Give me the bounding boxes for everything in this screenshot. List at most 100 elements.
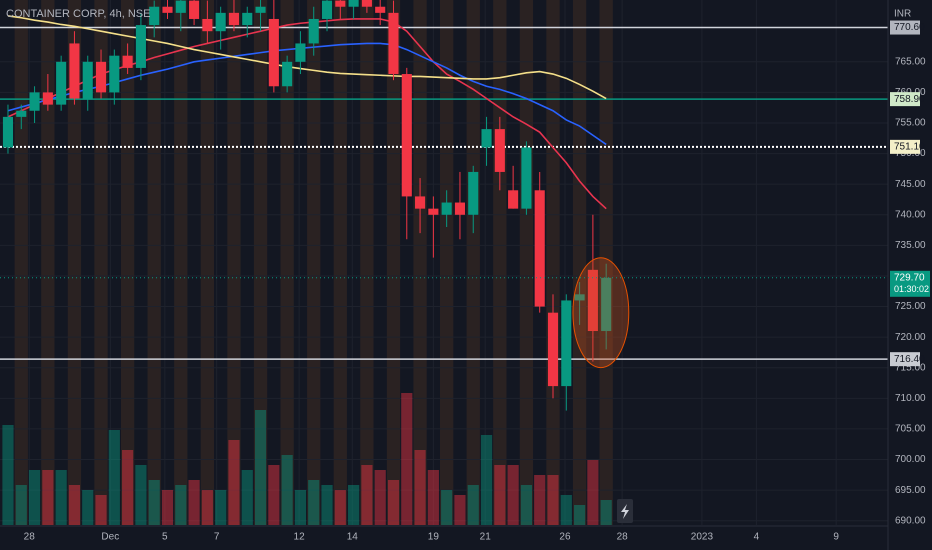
volume-bar [441, 490, 453, 525]
y-tick-label: 735.00 [895, 240, 926, 251]
candle-body [95, 61, 107, 93]
candle-body [82, 61, 93, 99]
candle-body [428, 208, 439, 215]
y-tick-label: 695.00 [895, 485, 926, 496]
session-stripe [307, 0, 321, 525]
candle-body [282, 61, 293, 87]
volume-bar [520, 485, 533, 525]
candle-body [175, 0, 186, 13]
last-price-box [890, 270, 930, 297]
session-stripe [227, 0, 241, 525]
candle-body [308, 18, 319, 44]
x-tick-label: 12 [294, 532, 306, 543]
volume-bar [281, 455, 293, 525]
candle-body [547, 312, 559, 387]
volume-bar [82, 490, 94, 525]
volume-bar [587, 460, 599, 525]
candle-body [268, 18, 279, 87]
candle-body [29, 92, 40, 111]
level-label-box [890, 352, 920, 367]
volume-bar [241, 470, 253, 525]
candle-body [149, 6, 160, 26]
chart-title: CONTAINER CORP, 4h, NSE [6, 8, 150, 20]
x-tick-label: 7 [214, 532, 220, 543]
candle-body [109, 55, 120, 93]
volume-bar [414, 450, 426, 525]
session-stripe [466, 0, 480, 525]
y-tick-label: 700.00 [895, 454, 926, 465]
volume-bar [161, 490, 174, 525]
candle-body [375, 6, 386, 13]
level-label: 716.40 [894, 354, 925, 365]
session-stripe [67, 0, 82, 525]
volume-bar [228, 440, 240, 525]
session-stripe [253, 0, 268, 525]
candle-body [135, 25, 146, 68]
x-tick-label: Dec [101, 532, 119, 543]
candle-body [441, 202, 452, 215]
x-tick-label: 5 [162, 532, 168, 543]
candle-body [228, 12, 240, 26]
candle-body [348, 0, 359, 7]
candle-body [162, 6, 173, 13]
level-label-box [890, 139, 920, 154]
volume-bar [361, 465, 373, 525]
volume-bar [374, 470, 386, 525]
y-tick-label: 720.00 [895, 332, 926, 343]
candle-body [401, 74, 412, 197]
candle-body [42, 92, 53, 105]
volume-bar [201, 490, 213, 525]
level-label-box [890, 92, 920, 107]
moving-average [7, 18, 607, 210]
y-tick-label: 705.00 [895, 424, 926, 435]
candle-body [361, 0, 372, 7]
candle-body [587, 269, 598, 332]
candle-body [508, 190, 519, 209]
candle-body [574, 294, 585, 301]
candle-body [56, 61, 67, 105]
session-stripe [386, 0, 401, 525]
lightning-icon[interactable] [621, 504, 629, 519]
session-stripe [333, 0, 347, 525]
x-tick-label: 21 [480, 532, 492, 543]
session-stripe [360, 0, 374, 525]
volume-bar [148, 480, 160, 525]
level-label: 758.90 [894, 94, 925, 105]
volume-bar [467, 485, 479, 525]
session-stripe [546, 0, 560, 525]
volume-bar [401, 393, 413, 525]
candle-body [415, 196, 426, 209]
volume-bar [108, 430, 120, 525]
session-stripe [599, 0, 613, 525]
volume-bar [215, 490, 227, 525]
y-tick-label: 710.00 [895, 393, 926, 404]
candle-body [494, 129, 505, 172]
volume-bar [55, 470, 67, 525]
x-tick-label: 9 [833, 532, 839, 543]
y-tick-label: 690.00 [895, 515, 926, 526]
moving-average [7, 15, 607, 100]
x-tick-label: 28 [24, 532, 36, 543]
candle-body [69, 43, 80, 99]
highlight-ellipse [572, 257, 630, 369]
volume-bar [28, 470, 41, 525]
volume-bar [494, 465, 506, 525]
volume-bar [427, 470, 439, 525]
candle-body [335, 0, 346, 7]
volume-bar [600, 500, 612, 525]
candle-body [481, 129, 492, 148]
volume-bar [268, 465, 280, 525]
candle-body [454, 202, 466, 215]
volume-bar [15, 485, 27, 525]
volume-bar [254, 410, 267, 525]
volume-bar [42, 470, 54, 525]
volume-bar [95, 495, 107, 525]
volume-bar [188, 480, 200, 525]
session-stripe [200, 0, 215, 525]
axes: 690.00 695.00 700.00 705.00 710.00 715.00 720.… [24, 20, 930, 543]
volume-bar [454, 495, 466, 525]
volume-bar [507, 465, 519, 525]
y-tick-label: 715.00 [895, 362, 926, 373]
